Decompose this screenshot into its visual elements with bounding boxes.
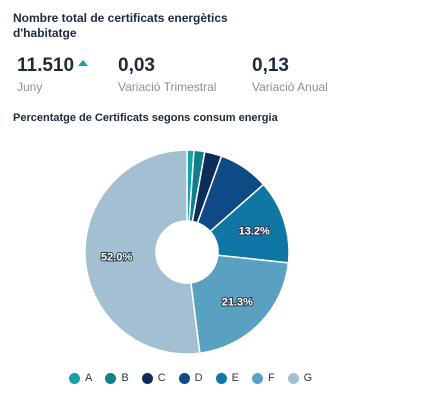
legend-label: C <box>157 372 166 384</box>
trend-up-icon <box>78 59 89 66</box>
kpi-quarterly-label: Variació Trimestral <box>118 80 217 94</box>
kpi-total-label: Juny <box>17 80 43 94</box>
legend-swatch-icon <box>251 372 263 384</box>
legend-swatch-icon <box>178 372 190 384</box>
data-label-G: 52.0% <box>101 251 132 263</box>
slice-E[interactable] <box>209 183 290 264</box>
legend-item-C[interactable]: C <box>141 372 166 384</box>
legend-label: A <box>85 372 93 384</box>
kpi-annual: 0,13 Variació Anual <box>252 55 328 94</box>
kpi-total: 11.510 Juny <box>17 55 89 94</box>
legend-swatch-icon <box>105 372 117 384</box>
donut-chart: 13.2% 21.3% 52.0% <box>84 149 290 355</box>
kpi-annual-value: 0,13 <box>252 55 289 76</box>
data-label-F: 21.3% <box>222 296 253 308</box>
legend-item-B[interactable]: B <box>105 372 129 384</box>
kpi-annual-label: Variació Anual <box>252 80 328 94</box>
legend-label: D <box>194 372 203 384</box>
legend-label: E <box>231 372 239 384</box>
legend-item-D[interactable]: D <box>178 372 203 384</box>
kpi-quarterly-value: 0,03 <box>118 55 155 76</box>
slice-F[interactable] <box>190 254 290 355</box>
legend-swatch-icon <box>215 372 227 384</box>
legend-item-A[interactable]: A <box>69 372 92 384</box>
legend-swatch-icon <box>141 372 153 384</box>
slice-G[interactable] <box>84 149 201 355</box>
legend-item-F[interactable]: F <box>251 372 275 384</box>
data-label-E: 13.2% <box>239 226 270 238</box>
kpi-total-value: 11.510 <box>17 55 75 76</box>
page-title: Nombre total de certificats energètics d… <box>13 11 228 40</box>
chart-legend: A B C D E F G <box>69 372 325 384</box>
legend-label: G <box>303 372 313 384</box>
legend-label: B <box>121 372 129 384</box>
kpi-quarterly: 0,03 Variació Trimestral <box>118 55 216 94</box>
legend-label: F <box>267 372 275 384</box>
chart-title: Percentatge de Certificats segons consum… <box>13 112 278 124</box>
legend-item-G[interactable]: G <box>287 372 313 384</box>
legend-item-E[interactable]: E <box>215 372 239 384</box>
legend-swatch-icon <box>287 372 299 384</box>
legend-swatch-icon <box>69 372 80 384</box>
